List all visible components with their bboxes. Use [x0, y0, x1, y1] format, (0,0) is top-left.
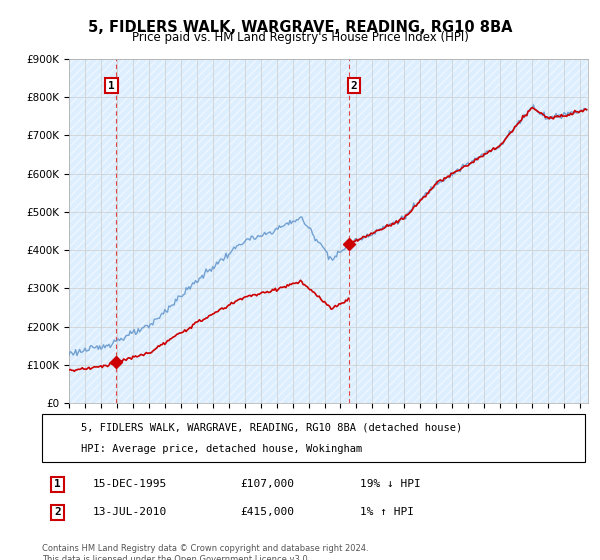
- Text: Price paid vs. HM Land Registry's House Price Index (HPI): Price paid vs. HM Land Registry's House …: [131, 31, 469, 44]
- Text: £107,000: £107,000: [240, 479, 294, 489]
- Text: £415,000: £415,000: [240, 507, 294, 517]
- Text: HPI: Average price, detached house, Wokingham: HPI: Average price, detached house, Woki…: [81, 444, 362, 454]
- Text: 5, FIDLERS WALK, WARGRAVE, READING, RG10 8BA: 5, FIDLERS WALK, WARGRAVE, READING, RG10…: [88, 20, 512, 35]
- Text: 1: 1: [54, 479, 61, 489]
- Text: 13-JUL-2010: 13-JUL-2010: [93, 507, 167, 517]
- Text: 19% ↓ HPI: 19% ↓ HPI: [360, 479, 421, 489]
- Text: Contains HM Land Registry data © Crown copyright and database right 2024.
This d: Contains HM Land Registry data © Crown c…: [42, 544, 368, 560]
- Text: 15-DEC-1995: 15-DEC-1995: [93, 479, 167, 489]
- Text: 1% ↑ HPI: 1% ↑ HPI: [360, 507, 414, 517]
- Text: 2: 2: [54, 507, 61, 517]
- Bar: [69, 59, 588, 403]
- Text: 5, FIDLERS WALK, WARGRAVE, READING, RG10 8BA (detached house): 5, FIDLERS WALK, WARGRAVE, READING, RG10…: [81, 423, 462, 433]
- Text: 2: 2: [350, 81, 357, 91]
- Text: 1: 1: [108, 81, 115, 91]
